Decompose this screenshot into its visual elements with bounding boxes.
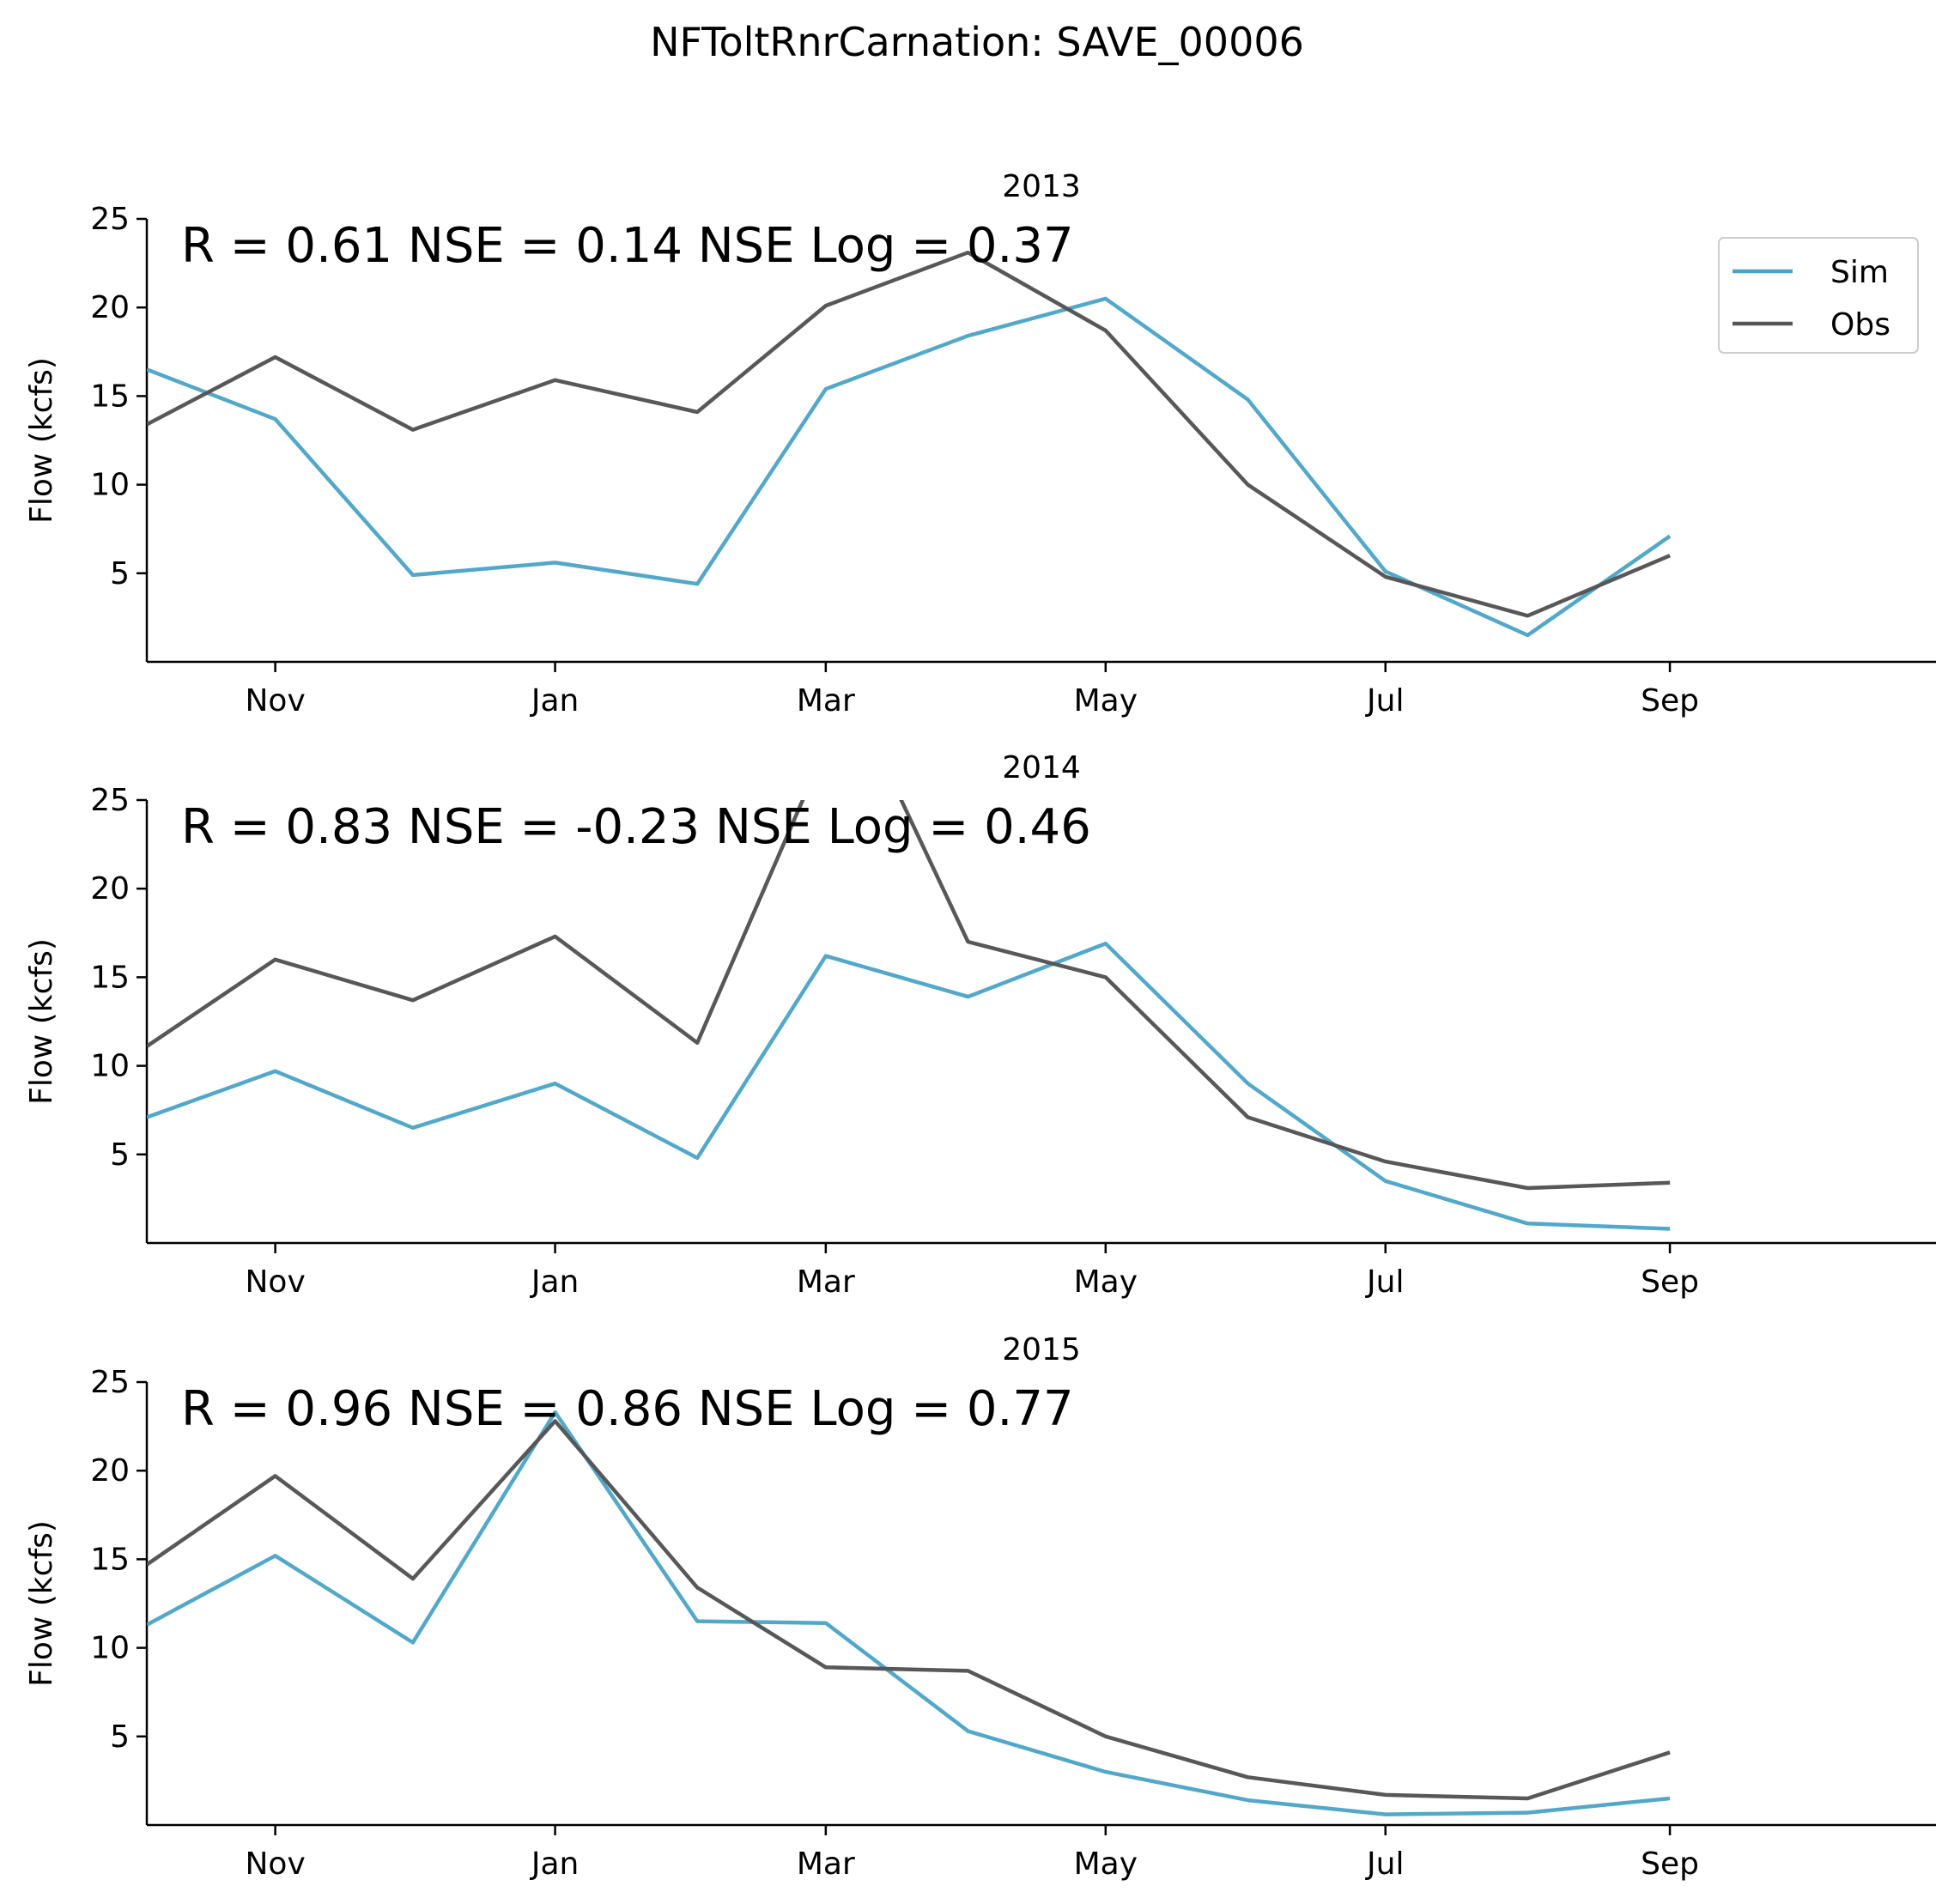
x-tick-label: Jul bbox=[1365, 683, 1404, 719]
series-line-obs bbox=[147, 800, 1671, 1191]
x-tick-label: Jan bbox=[530, 1846, 580, 1882]
y-tick-label: 20 bbox=[90, 1453, 130, 1489]
stats-annotation: R = 0.83 NSE = -0.23 NSE Log = 0.46 bbox=[181, 799, 1091, 855]
series-line-sim bbox=[147, 296, 1672, 638]
panel-title: 2014 bbox=[1002, 750, 1081, 785]
x-tick-label: May bbox=[1074, 1264, 1138, 1300]
y-tick-label: 25 bbox=[90, 1365, 130, 1400]
y-axis-label: Flow (kcfs) bbox=[24, 1520, 59, 1687]
y-tick-label: 25 bbox=[90, 783, 130, 818]
x-tick-label: Mar bbox=[797, 1846, 855, 1882]
series-line-obs bbox=[147, 1419, 1671, 1801]
x-tick-label: Sep bbox=[1641, 683, 1699, 719]
panel-title: 2015 bbox=[1002, 1332, 1081, 1367]
legend: Sim Obs bbox=[1718, 237, 1919, 354]
y-tick-label: 10 bbox=[90, 1631, 130, 1666]
legend-label-sim: Sim bbox=[1830, 255, 1889, 290]
y-tick-label: 5 bbox=[110, 1137, 130, 1173]
y-tick-label: 15 bbox=[90, 960, 130, 995]
y-tick-label: 20 bbox=[90, 871, 130, 907]
series-line-sim bbox=[147, 1410, 1671, 1816]
x-tick-label: Sep bbox=[1641, 1846, 1699, 1882]
y-tick-label: 15 bbox=[90, 1542, 130, 1577]
figure-title: NFToltRnrCarnation: SAVE_00006 bbox=[650, 19, 1304, 65]
x-tick-label: Mar bbox=[797, 683, 855, 719]
y-tick-label: 10 bbox=[90, 1049, 130, 1084]
stats-annotation: R = 0.61 NSE = 0.14 NSE Log = 0.37 bbox=[181, 218, 1074, 274]
panel-title: 2013 bbox=[1002, 169, 1081, 204]
y-tick-label: 15 bbox=[90, 379, 130, 414]
y-tick-label: 10 bbox=[90, 468, 130, 503]
series-line-sim bbox=[147, 941, 1671, 1231]
x-tick-label: Nov bbox=[245, 1846, 305, 1882]
x-tick-label: Nov bbox=[245, 1264, 305, 1300]
panel-2015: 2015 5 10 15 20 25 Nov Jan Mar May Jul Sep Flow (kcf… bbox=[24, 1332, 1936, 1882]
x-tick-label: May bbox=[1074, 1846, 1138, 1882]
stats-annotation: R = 0.96 NSE = 0.86 NSE Log = 0.77 bbox=[181, 1381, 1074, 1437]
x-tick-label: Nov bbox=[245, 683, 305, 719]
y-tick-label: 5 bbox=[110, 1719, 130, 1755]
y-tick-label: 20 bbox=[90, 290, 130, 325]
panel-2013: 2013 5 10 15 20 25 Nov Jan Mar May Jul Sep Flow (kcf… bbox=[24, 169, 1936, 719]
x-tick-label: Jul bbox=[1365, 1264, 1404, 1300]
y-axis-label: Flow (kcfs) bbox=[24, 357, 59, 524]
x-tick-label: May bbox=[1074, 683, 1138, 719]
panel-2014: 2014 5 10 15 20 25 Nov Jan Mar May Jul Sep Flow (kcf… bbox=[24, 750, 1936, 1300]
y-axis-label: Flow (kcfs) bbox=[24, 938, 59, 1105]
y-tick-label: 25 bbox=[90, 202, 130, 237]
x-tick-label: Mar bbox=[797, 1264, 855, 1300]
x-tick-label: Sep bbox=[1641, 1264, 1699, 1300]
x-tick-label: Jan bbox=[530, 683, 580, 719]
legend-label-obs: Obs bbox=[1830, 307, 1890, 343]
x-tick-label: Jan bbox=[530, 1264, 580, 1300]
x-tick-label: Jul bbox=[1365, 1846, 1404, 1882]
y-tick-label: 5 bbox=[110, 556, 130, 591]
series-line-obs bbox=[147, 250, 1671, 618]
